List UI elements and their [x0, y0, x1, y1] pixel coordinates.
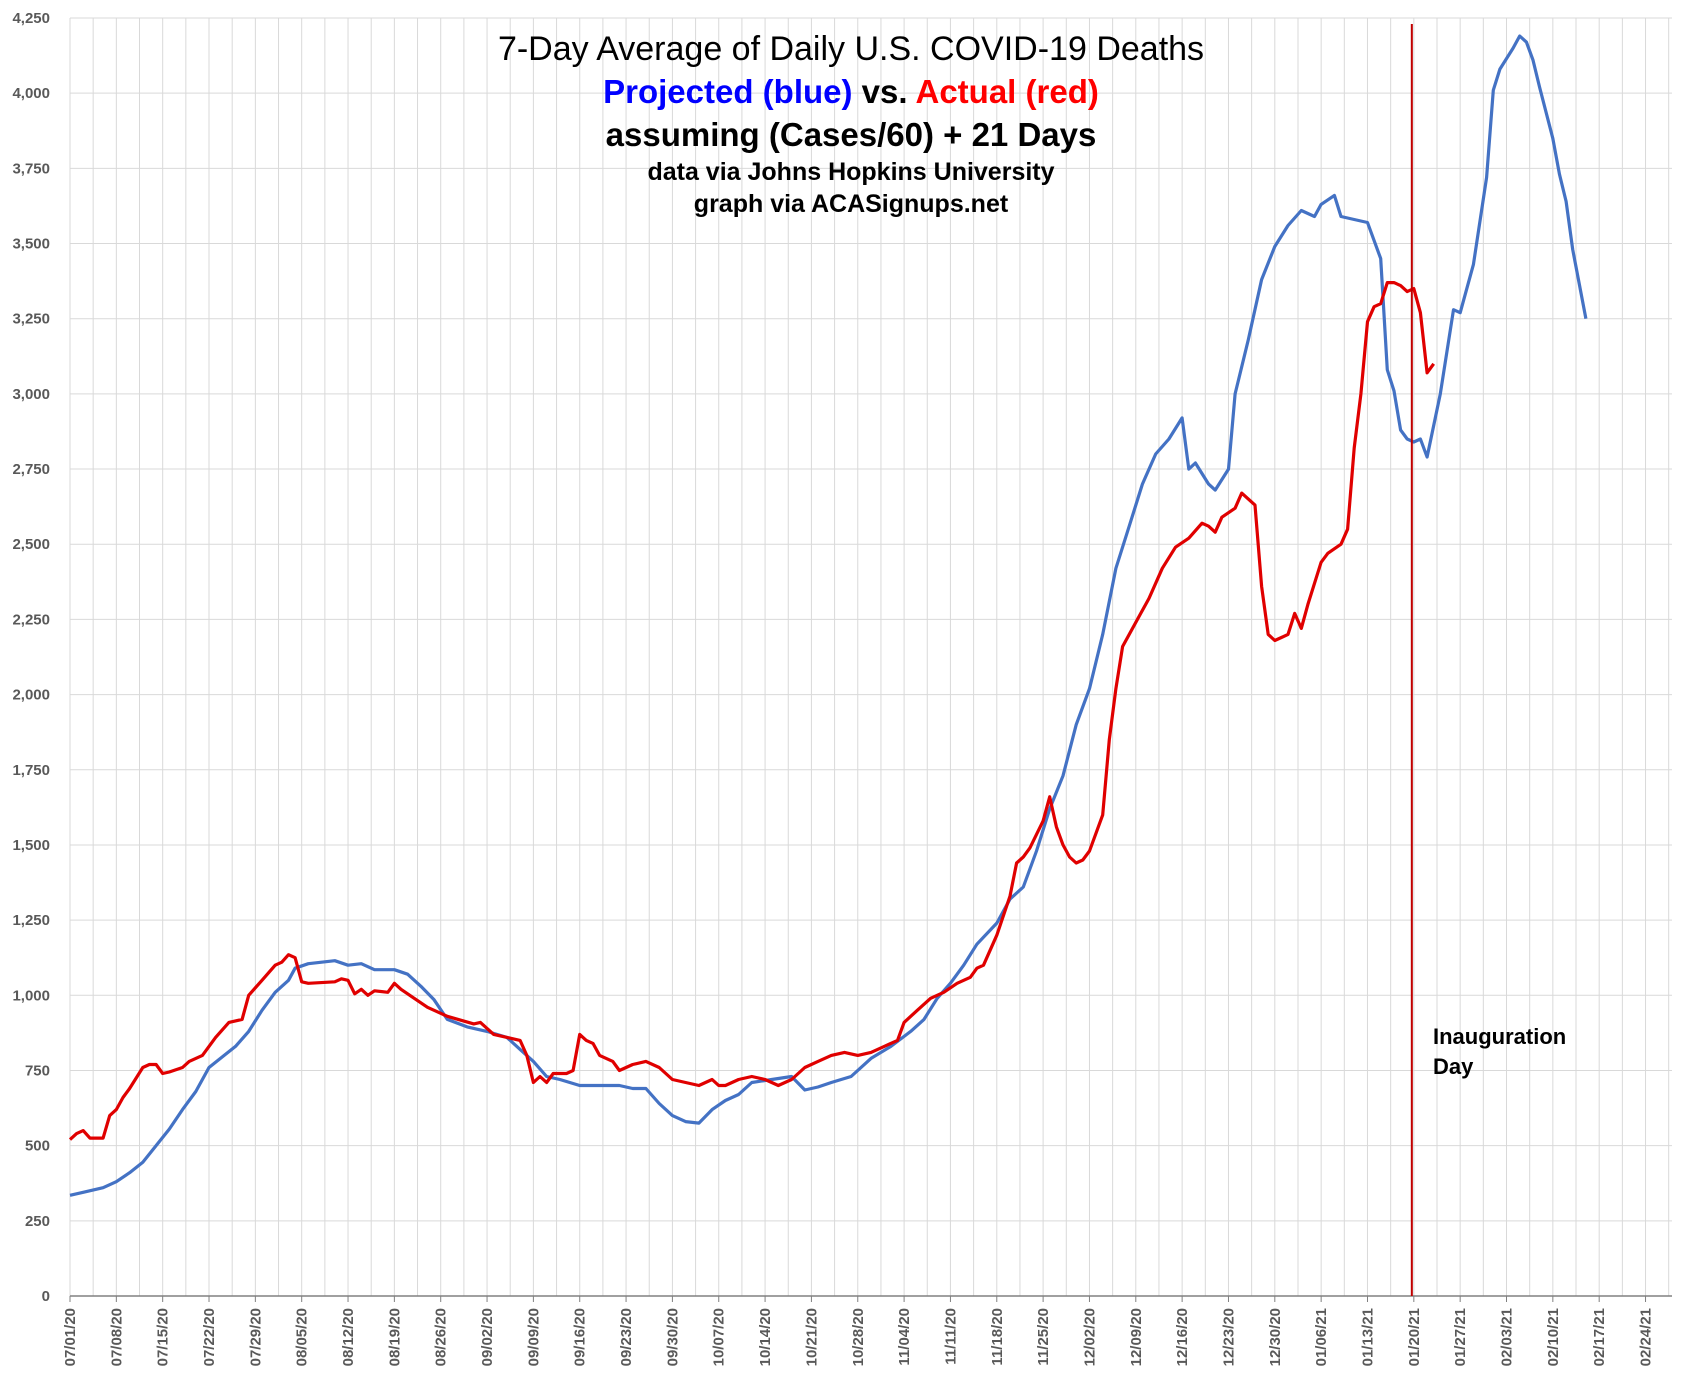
- x-tick-label: 11/18/20: [989, 1308, 1006, 1366]
- actual-series-line: [68, 281, 1435, 1141]
- y-tick-label: 3,500: [12, 236, 50, 253]
- series-layer: [68, 34, 1588, 1197]
- x-tick-label: 10/07/20: [711, 1308, 728, 1366]
- annotation-line-2: Day: [1433, 1054, 1474, 1079]
- y-tick-label: 2,000: [12, 687, 50, 704]
- y-tick-label: 3,250: [12, 311, 50, 328]
- chart-source: data via Johns Hopkins University: [647, 158, 1054, 186]
- annotation-line-1: Inauguration: [1433, 1024, 1566, 1049]
- x-tick-label: 07/01/20: [62, 1308, 79, 1366]
- x-tick-label: 07/08/20: [108, 1308, 125, 1366]
- x-tick-label: 11/11/20: [942, 1308, 959, 1365]
- x-tick-label: 01/20/21: [1406, 1308, 1423, 1366]
- x-tick-label: 12/23/20: [1220, 1308, 1237, 1366]
- x-tick-label: 09/30/20: [664, 1308, 681, 1366]
- x-tick-label: 08/19/20: [386, 1308, 403, 1366]
- x-tick-label: 09/09/20: [525, 1308, 542, 1366]
- y-tick-label: 3,750: [12, 160, 50, 177]
- x-tick-label: 02/24/21: [1638, 1308, 1655, 1366]
- x-tick-label: 09/23/20: [618, 1308, 635, 1366]
- subtitle-actual: Actual (red): [916, 73, 1099, 110]
- y-tick-label: 250: [25, 1213, 50, 1230]
- y-tick-label: 2,500: [12, 536, 50, 553]
- x-tick-label: 11/04/20: [896, 1308, 913, 1366]
- x-tick-label: 12/02/20: [1081, 1308, 1098, 1366]
- y-tick-label: 1,000: [12, 987, 50, 1004]
- x-tick-label: 07/22/20: [201, 1308, 218, 1366]
- y-tick-label: 3,000: [12, 386, 50, 403]
- x-tick-label: 02/03/21: [1499, 1308, 1516, 1366]
- y-tick-label: 1,750: [12, 762, 50, 779]
- y-tick-label: 1,250: [12, 912, 50, 929]
- x-tick-label: 01/27/21: [1452, 1308, 1469, 1366]
- chart-credit: graph via ACASignups.net: [694, 190, 1009, 218]
- y-tick-label: 4,000: [12, 85, 50, 102]
- inauguration-annotation: Inauguration Day: [1433, 1024, 1566, 1079]
- x-tick-label: 10/21/20: [803, 1308, 820, 1366]
- chart-title: 7-Day Average of Daily U.S. COVID-19 Dea…: [498, 30, 1204, 68]
- y-tick-label: 750: [25, 1062, 50, 1079]
- y-tick-label: 2,250: [12, 611, 50, 628]
- subtitle-vs: vs.: [853, 73, 916, 110]
- chart-assumption: assuming (Cases/60) + 21 Days: [606, 116, 1097, 153]
- y-tick-label: 2,750: [12, 461, 50, 478]
- chart-title-block: 7-Day Average of Daily U.S. COVID-19 Dea…: [498, 30, 1204, 218]
- x-tick-label: 02/17/21: [1591, 1308, 1608, 1366]
- x-tick-label: 12/16/20: [1174, 1308, 1191, 1366]
- subtitle-projected: Projected (blue): [603, 73, 852, 110]
- x-tick-label: 12/09/20: [1128, 1308, 1145, 1366]
- axis-layer: 0 250 500 750 1,000 1,250 1,500 1,750 2,000 2,250…: [12, 10, 1672, 1366]
- chart-subtitle: Projected (blue) vs. Actual (red): [603, 73, 1099, 110]
- x-tick-label: 01/13/21: [1359, 1308, 1376, 1366]
- y-tick-label: 1,500: [12, 837, 50, 854]
- y-tick-label: 500: [25, 1138, 50, 1155]
- x-tick-label: 07/29/20: [247, 1308, 264, 1366]
- x-tick-label: 01/06/21: [1313, 1308, 1330, 1366]
- x-tick-label: 10/14/20: [757, 1308, 774, 1366]
- x-tick-label: 10/28/20: [850, 1308, 867, 1366]
- x-tick-label: 12/30/20: [1267, 1308, 1284, 1366]
- x-tick-label: 08/12/20: [340, 1308, 357, 1366]
- x-tick-label: 02/10/21: [1545, 1308, 1562, 1366]
- y-tick-label: 4,250: [12, 10, 50, 27]
- x-tick-label: 11/25/20: [1035, 1308, 1052, 1366]
- x-tick-label: 09/16/20: [572, 1308, 589, 1366]
- x-tick-label: 09/02/20: [479, 1308, 496, 1366]
- x-tick-label: 08/26/20: [433, 1308, 450, 1366]
- y-tick-label: 0: [42, 1288, 50, 1305]
- x-tick-label: 07/15/20: [155, 1308, 172, 1366]
- x-tick-label: 08/05/20: [294, 1308, 311, 1366]
